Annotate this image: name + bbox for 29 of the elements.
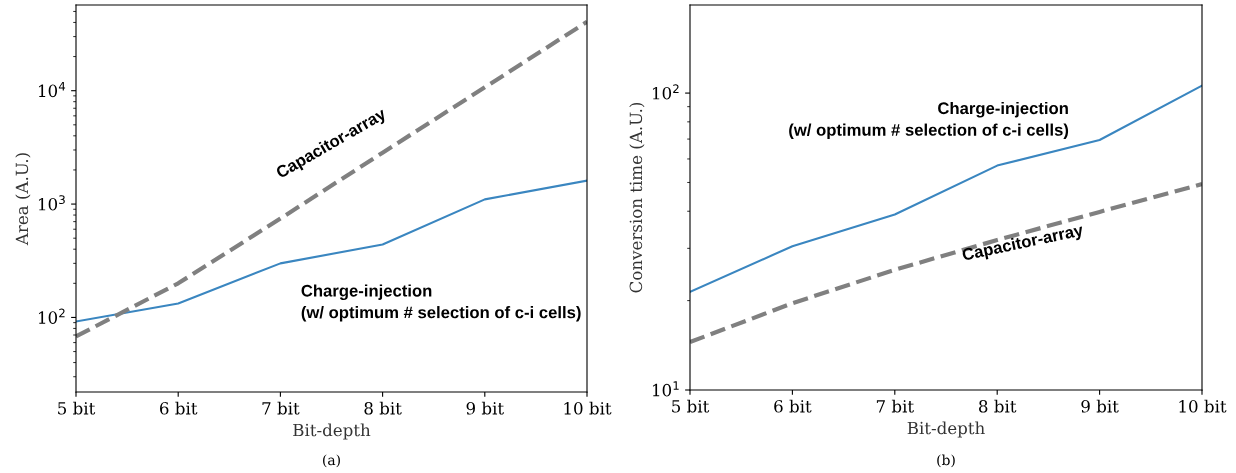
x-tick-label: 7 bit [262,401,300,415]
x-tick-label: 6 bit [160,401,198,415]
y-tick-label: 10$^{4}$ [38,82,66,98]
text: (a) [323,454,340,468]
line-series [76,179,587,323]
x-tick-label: 8 bit [979,399,1017,413]
x-tick-label: 5 bit [58,401,96,415]
y-axis-title: Conversion time (A.U.) [629,102,645,293]
x-axis-title: Bit-depth [907,421,985,438]
y-tick-label: 10$^{2}$ [652,84,679,100]
x-tick-label: 10 bit [564,401,612,415]
series-label: Charge-injection (w/ optimum # selection of c-i cells) [789,101,1069,140]
line-series [76,19,587,339]
x-tick-label: 5 bit [672,399,710,413]
line-series [690,84,1202,293]
y-tick-label: 10$^{2}$ [38,308,65,324]
x-tick-label: 6 bit [774,399,812,413]
line-series [690,181,1202,345]
x-tick-label: 8 bit [364,401,402,415]
x-tick-label: 7 bit [876,399,914,413]
x-tick-label: 9 bit [466,401,504,415]
y-tick-label: 10$^{1}$ [652,381,679,397]
series-label: Charge-injection (w/ optimum # selection of c-i cells) [301,284,581,322]
x-axis-title: Bit-depth [293,423,371,440]
y-axis-title: Area (A.U.) [15,153,31,246]
x-tick-label: 10 bit [1179,399,1227,413]
text: (b) [937,454,955,468]
x-tick-label: 9 bit [1081,399,1119,413]
y-tick-label: 10$^{3}$ [38,195,65,211]
